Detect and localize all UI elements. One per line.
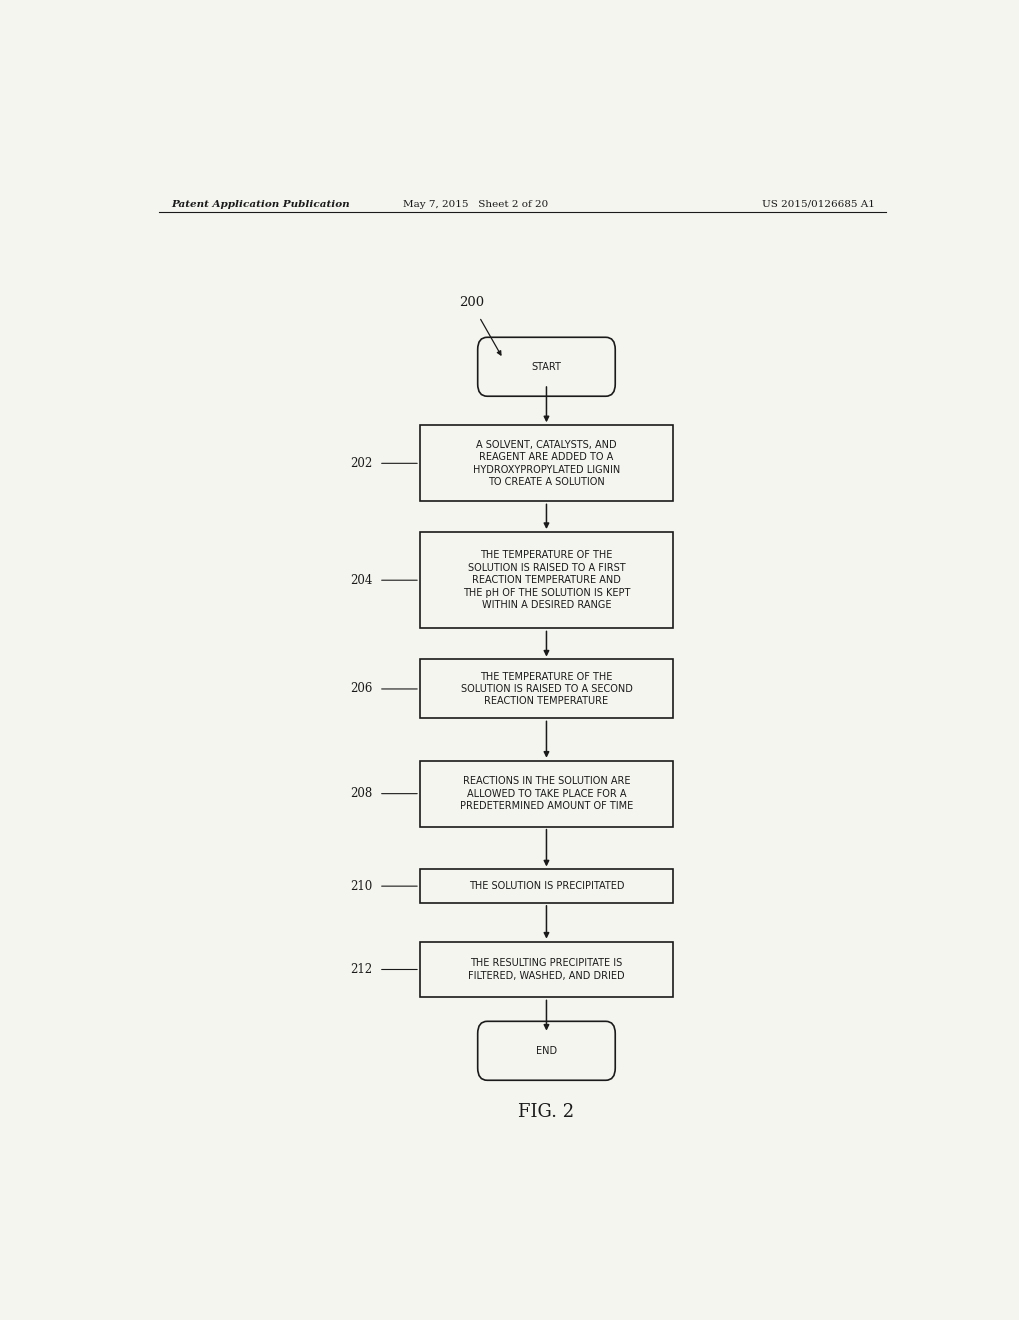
- FancyBboxPatch shape: [420, 425, 673, 502]
- Text: THE SOLUTION IS PRECIPITATED: THE SOLUTION IS PRECIPITATED: [469, 882, 624, 891]
- Text: FIG. 2: FIG. 2: [518, 1102, 574, 1121]
- FancyBboxPatch shape: [477, 1022, 614, 1080]
- Text: 212: 212: [351, 964, 372, 975]
- Text: THE TEMPERATURE OF THE
SOLUTION IS RAISED TO A SECOND
REACTION TEMPERATURE: THE TEMPERATURE OF THE SOLUTION IS RAISE…: [460, 672, 632, 706]
- Text: 210: 210: [350, 879, 372, 892]
- FancyBboxPatch shape: [420, 532, 673, 628]
- FancyBboxPatch shape: [420, 660, 673, 718]
- Text: Patent Application Publication: Patent Application Publication: [171, 199, 350, 209]
- Text: A SOLVENT, CATALYSTS, AND
REAGENT ARE ADDED TO A
HYDROXYPROPYLATED LIGNIN
TO CRE: A SOLVENT, CATALYSTS, AND REAGENT ARE AD…: [473, 440, 620, 487]
- Text: 208: 208: [350, 787, 372, 800]
- Text: 200: 200: [460, 296, 484, 309]
- Text: May 7, 2015   Sheet 2 of 20: May 7, 2015 Sheet 2 of 20: [403, 199, 547, 209]
- FancyBboxPatch shape: [477, 338, 614, 396]
- FancyBboxPatch shape: [420, 870, 673, 903]
- FancyBboxPatch shape: [420, 760, 673, 826]
- Text: REACTIONS IN THE SOLUTION ARE
ALLOWED TO TAKE PLACE FOR A
PREDETERMINED AMOUNT O: REACTIONS IN THE SOLUTION ARE ALLOWED TO…: [460, 776, 633, 810]
- Text: US 2015/0126685 A1: US 2015/0126685 A1: [761, 199, 873, 209]
- Text: 204: 204: [350, 574, 372, 586]
- Text: START: START: [531, 362, 560, 372]
- Text: 202: 202: [350, 457, 372, 470]
- Text: END: END: [535, 1045, 556, 1056]
- Text: THE RESULTING PRECIPITATE IS
FILTERED, WASHED, AND DRIED: THE RESULTING PRECIPITATE IS FILTERED, W…: [468, 958, 625, 981]
- Text: 206: 206: [350, 682, 372, 696]
- FancyBboxPatch shape: [420, 941, 673, 998]
- Text: THE TEMPERATURE OF THE
SOLUTION IS RAISED TO A FIRST
REACTION TEMPERATURE AND
TH: THE TEMPERATURE OF THE SOLUTION IS RAISE…: [463, 550, 630, 610]
